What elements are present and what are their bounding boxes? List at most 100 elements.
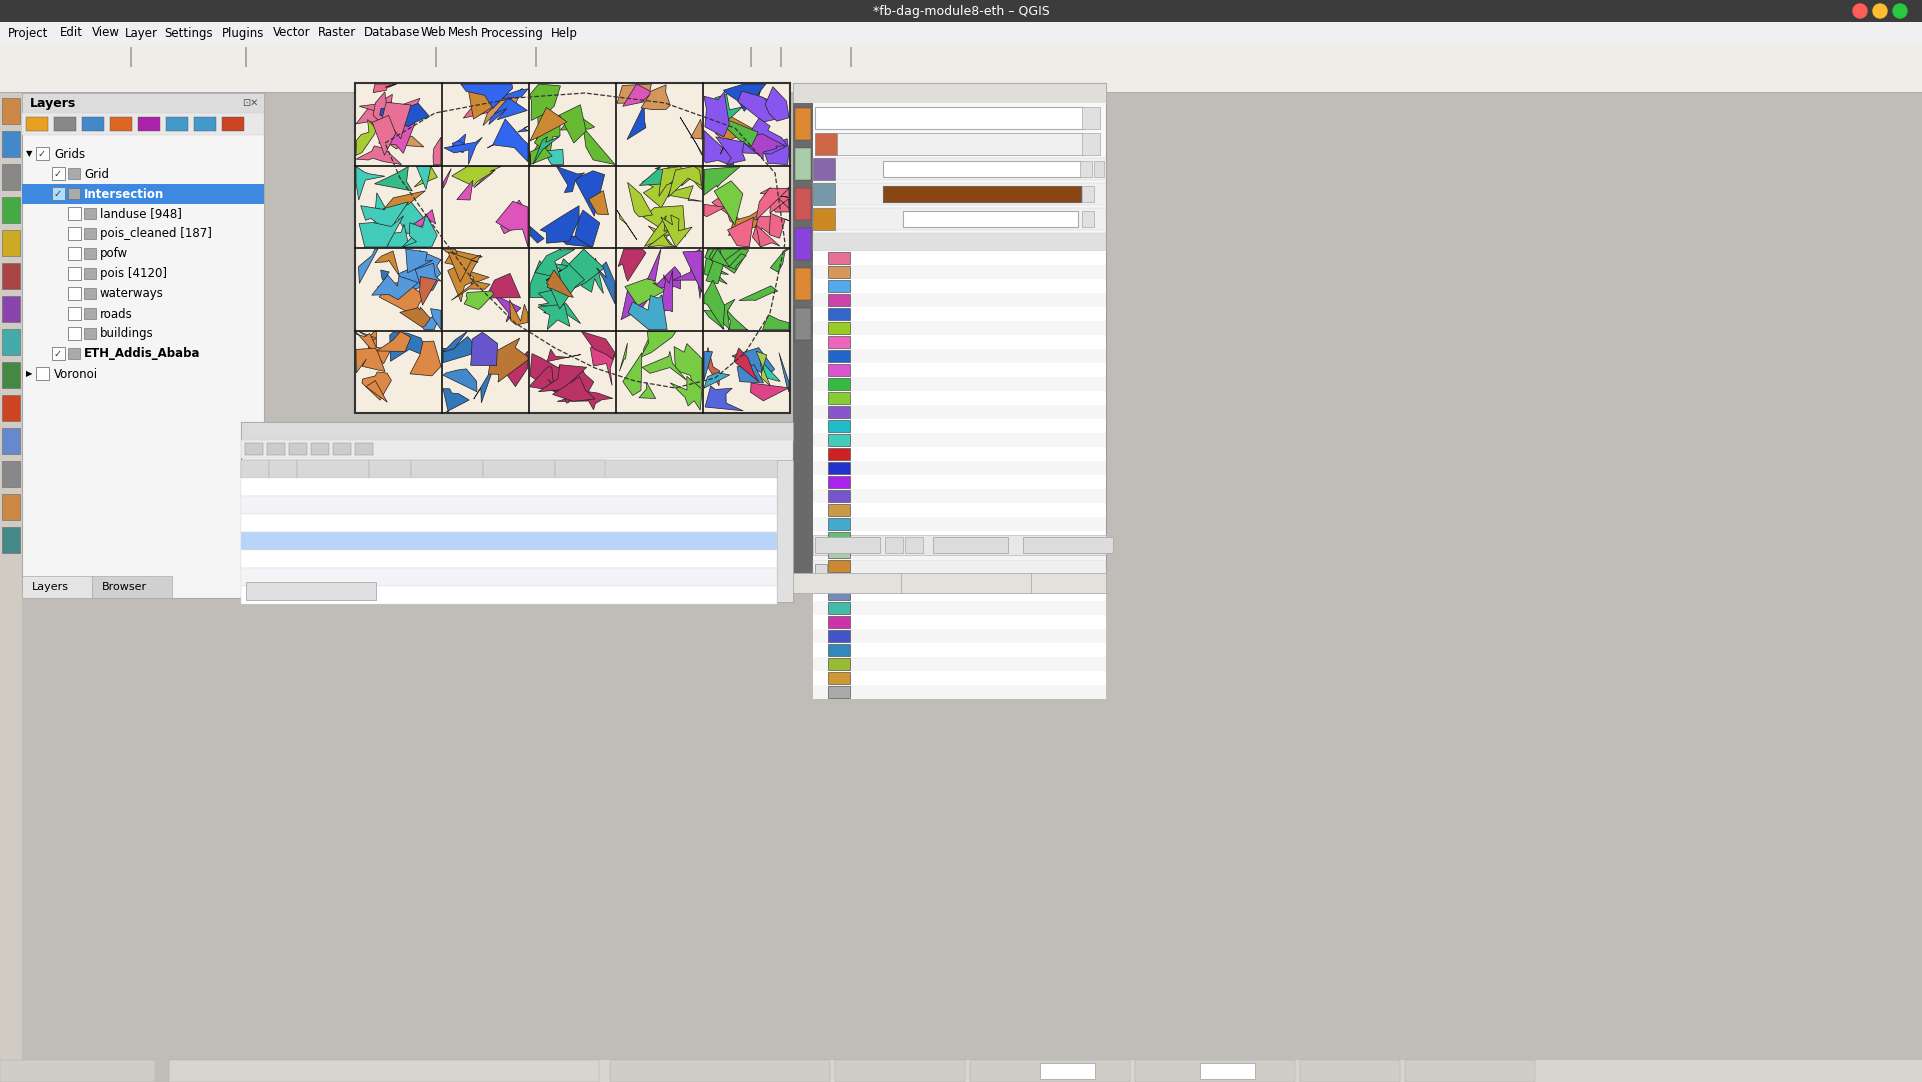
Polygon shape (361, 202, 407, 233)
Bar (828, 462, 850, 474)
Text: 6: 6 (258, 572, 265, 582)
Polygon shape (659, 167, 684, 196)
Text: 24: 24 (903, 533, 917, 543)
Text: 78: 78 (273, 590, 286, 601)
Bar (240, 422, 794, 602)
Bar (813, 208, 1105, 230)
Bar (813, 559, 1105, 573)
Bar (884, 537, 903, 553)
Text: Database: Database (363, 26, 419, 40)
Text: 123 grid_id: 123 grid_id (890, 163, 951, 174)
Polygon shape (444, 250, 482, 265)
Polygon shape (377, 281, 425, 316)
Text: ETH_Addis_Ababa: ETH_Addis_Ababa (85, 347, 200, 360)
Text: ✓: ✓ (815, 295, 823, 304)
Bar (0, 44, 1922, 70)
Bar (240, 514, 776, 532)
Polygon shape (561, 109, 594, 130)
Bar (813, 307, 1105, 321)
Text: ✓: ✓ (815, 253, 823, 263)
Text: Scale  1:201788: Scale 1:201788 (840, 1066, 924, 1076)
Polygon shape (675, 344, 702, 388)
Text: Vector: Vector (273, 26, 311, 40)
Polygon shape (356, 332, 390, 364)
Text: 29: 29 (903, 603, 917, 613)
Text: 27367004: 27367004 (302, 590, 354, 601)
Text: ✓: ✓ (38, 149, 46, 159)
Bar (194, 117, 215, 131)
Polygon shape (530, 132, 554, 159)
Bar (813, 349, 1105, 362)
Bar (813, 503, 1105, 517)
Text: Grid: Grid (85, 168, 110, 181)
Text: 4: 4 (903, 295, 909, 305)
Text: ε: ε (1096, 164, 1101, 174)
Text: Layer Styling: Layer Styling (801, 87, 888, 100)
Bar (796, 268, 811, 300)
Bar (267, 443, 284, 456)
Bar (813, 588, 1105, 601)
Text: Delete All: Delete All (944, 540, 998, 550)
Bar (828, 434, 850, 446)
Polygon shape (390, 332, 429, 361)
Text: 19: 19 (903, 463, 917, 473)
Bar (813, 629, 1105, 643)
Text: 32: 32 (994, 645, 1007, 655)
Polygon shape (409, 341, 440, 375)
Polygon shape (596, 262, 615, 304)
Bar (813, 377, 1105, 391)
Polygon shape (705, 249, 723, 283)
Polygon shape (619, 343, 627, 371)
Text: Project: Project (8, 26, 48, 40)
Bar (2, 329, 19, 355)
Polygon shape (361, 372, 392, 400)
Bar (815, 133, 1084, 155)
Bar (0, 1060, 1922, 1082)
Polygon shape (711, 189, 748, 229)
Polygon shape (759, 187, 788, 197)
Polygon shape (390, 197, 431, 234)
Text: pois [4120]: pois [4120] (100, 267, 167, 280)
Polygon shape (648, 226, 673, 247)
Bar (67, 327, 81, 340)
Bar (813, 183, 834, 204)
Text: 20: 20 (903, 477, 917, 487)
Text: ✓: ✓ (815, 618, 823, 626)
Text: 25: 25 (994, 547, 1007, 557)
Bar (356, 83, 790, 413)
Polygon shape (469, 89, 496, 119)
Text: residential: residential (415, 536, 471, 546)
Polygon shape (482, 89, 523, 126)
Bar (67, 348, 81, 359)
Text: ✓: ✓ (815, 687, 823, 697)
Text: 28: 28 (994, 589, 1007, 599)
Bar (796, 108, 811, 140)
Bar (813, 671, 1105, 685)
Bar (828, 504, 850, 516)
Polygon shape (734, 348, 759, 382)
Polygon shape (384, 224, 409, 247)
Bar (828, 378, 850, 390)
Bar (828, 392, 850, 404)
Text: 34: 34 (994, 673, 1007, 683)
Text: 11: 11 (903, 365, 917, 375)
Text: ▼: ▼ (27, 149, 33, 158)
Text: 27366996: 27366996 (302, 481, 354, 492)
Bar (83, 117, 104, 131)
Bar (1082, 107, 1099, 129)
Text: ✓: ✓ (815, 435, 823, 445)
Bar (1199, 1063, 1255, 1079)
Polygon shape (359, 215, 404, 247)
Text: Grids: Grids (54, 147, 85, 160)
Text: industrial: industrial (415, 518, 465, 528)
Bar (971, 1060, 1130, 1082)
Bar (828, 630, 850, 642)
Polygon shape (419, 277, 436, 305)
Bar (794, 573, 901, 593)
Text: ▼: ▼ (1086, 138, 1094, 149)
Text: 10: 10 (903, 351, 917, 361)
Polygon shape (759, 360, 780, 381)
Text: 16: 16 (559, 518, 573, 528)
Polygon shape (375, 193, 390, 236)
Text: 2: 2 (258, 500, 265, 510)
